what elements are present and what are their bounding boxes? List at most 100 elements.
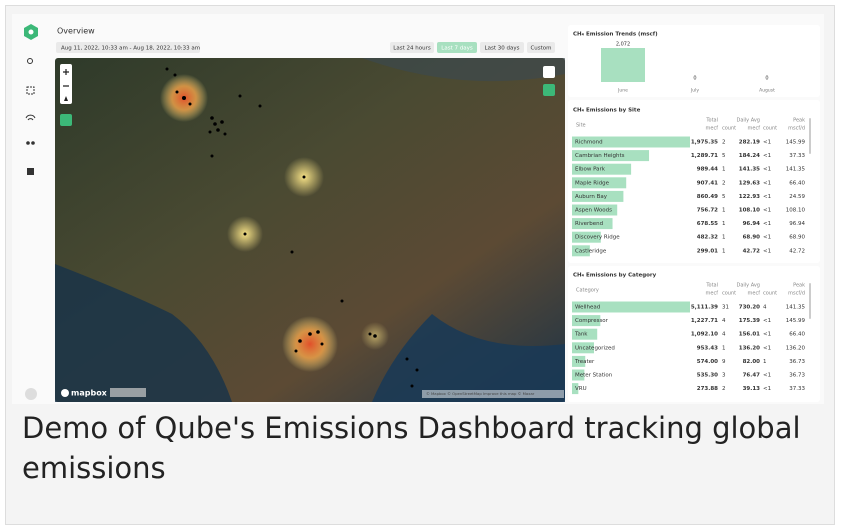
daily-count: <1 [763,153,771,159]
daily-avg: 282.19 [739,140,760,146]
row-name: Compressor [575,318,609,324]
people-icon[interactable] [26,141,30,145]
cluster-button[interactable] [543,66,555,78]
user-icon[interactable] [25,388,37,400]
total: 756.72 [697,208,718,214]
building-icon[interactable] [27,168,34,175]
daily-avg: 122.93 [739,194,760,200]
scale-bar [110,388,146,397]
header: count [722,126,736,132]
total: 299.01 [697,248,718,254]
header: Total [705,118,718,124]
row-name: VRU [575,386,587,392]
row-name: Tank [574,332,588,338]
row-name: Cambrian Heights [575,153,625,159]
row-name: Auburn Bay [575,194,608,200]
trend-month: July [690,88,699,94]
daily-count: <1 [763,235,771,241]
daily-avg: 141.35 [739,167,760,173]
daily-avg: 129.63 [739,180,760,186]
row-name: Wellhead [575,305,600,311]
total: 273.88 [697,386,718,392]
daily-avg: 68.90 [743,235,761,241]
header: mscf/d [788,291,805,297]
row-name: Treater [574,359,595,365]
trend-bar [601,48,645,82]
count: 3 [722,373,726,379]
daily-avg: 730.20 [739,305,760,311]
daily-avg: 96.94 [743,221,761,227]
row-name: Meter Station [575,373,613,379]
peak: 36.73 [789,359,805,365]
heatmap-button[interactable] [543,84,555,96]
daily-count: <1 [763,318,771,324]
daily-avg: 136.20 [739,345,760,351]
daily-count: <1 [763,386,771,392]
total: 860.49 [697,194,718,200]
daily-avg: 156.01 [739,332,760,338]
count: 2 [722,180,726,186]
peak: 96.94 [789,221,805,227]
total: 907.41 [697,180,718,186]
range-label: Last 7 days [441,46,473,52]
daily-count: <1 [763,373,771,379]
total: 1,975.35 [691,140,718,146]
peak: 36.73 [789,373,805,379]
count: 5 [722,153,726,159]
date-range: Aug 11, 2022, 10:33 am - Aug 18, 2022, 1… [61,46,200,52]
row-name: Richmond [575,140,603,146]
total: 5,111.39 [691,305,718,311]
daily-count: 1 [763,359,767,365]
peak: 42.72 [789,248,805,254]
total: 953.43 [697,345,718,351]
count: 1 [722,345,726,351]
peak: 141.35 [786,167,806,173]
trends-title: CH₄ Emission Trends (mscf) [573,32,658,38]
daily-count: <1 [763,194,771,200]
daily-avg: 175.39 [739,318,760,324]
total: 1,227.71 [691,318,718,324]
row-name: Discovery Ridge [575,235,620,241]
count: 1 [722,221,726,227]
peak: 136.20 [786,345,806,351]
range-label: Last 30 days [485,46,520,52]
caption: Demo of Qube's Emissions Dashboard track… [22,408,822,488]
dashboard: Overview Aug 11, 2022, 10:33 am - Aug 18… [12,14,824,404]
header: count [722,291,736,297]
daily-avg: 184.24 [739,153,760,159]
mapbox-text: mapbox [71,389,108,398]
count: 4 [722,332,726,338]
count: 1 [722,248,726,254]
daily-count: <1 [763,332,771,338]
peak: 68.90 [789,235,805,241]
count: 1 [722,235,726,241]
header: Daily Avg [736,118,760,124]
row-name: Maple Ridge [575,180,610,186]
count: 5 [722,194,726,200]
header: count [763,291,777,297]
total: 482.32 [697,235,718,241]
trend-value-label: 0 [693,76,696,82]
daily-avg: 82.00 [743,359,761,365]
peak: 141.35 [786,305,806,311]
header: mecf [748,291,761,297]
trend-value-label: 0 [765,76,768,82]
daily-avg: 76.47 [743,373,761,379]
header: Total [705,283,718,289]
count: 4 [722,318,726,324]
layer-button[interactable] [60,114,72,126]
total: 574.00 [697,359,718,365]
total: 535.30 [697,373,718,379]
count: 2 [722,386,726,392]
mapbox-logo [61,389,69,397]
peak: 108.10 [786,208,806,214]
count: 1 [722,167,726,173]
daily-avg: 42.72 [743,248,761,254]
emission-glow [282,316,338,372]
sidebar [12,14,50,404]
daily-count: <1 [763,167,771,173]
page-title: Overview [57,27,95,36]
header: mecf [748,126,761,132]
header: mecf [706,126,719,132]
attribution[interactable]: © Mapbox © OpenStreetMap Improve this ma… [426,391,535,396]
